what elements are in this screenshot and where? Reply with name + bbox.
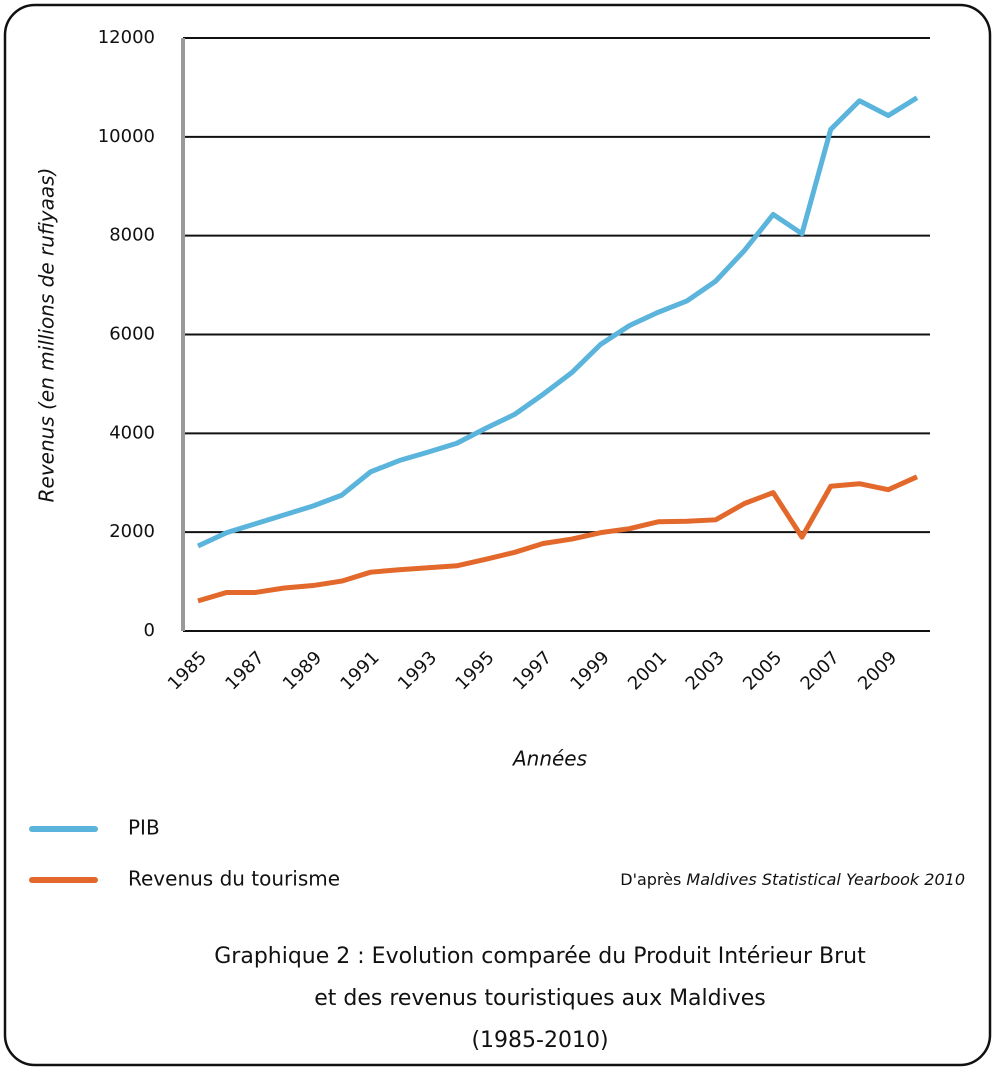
y-tick-label: 12000 [98, 27, 155, 48]
y-axis-label: Revenus (en millions de rufiyaas) [35, 168, 59, 503]
frame [3, 3, 992, 1067]
y-tick-label: 8000 [109, 225, 155, 246]
y-tick-label: 0 [144, 620, 155, 641]
caption: Graphique 2 : Evolution comparée du Prod… [214, 944, 866, 969]
legend-label: Revenus du tourisme [128, 867, 340, 891]
y-tick-label: 10000 [98, 126, 155, 147]
legend-label: PIB [128, 816, 160, 840]
caption: et des revenus touristiques aux Maldives [314, 986, 766, 1011]
source-title: Maldives Statistical Yearbook 2010 [686, 870, 965, 889]
source: D'après Maldives Statistical Yearbook 20… [620, 870, 965, 889]
y-tick-label: 6000 [109, 324, 155, 345]
line-series [197, 474, 919, 604]
y-tick-label: 2000 [109, 521, 155, 542]
y-tick-label: 4000 [109, 422, 155, 443]
line-series [196, 95, 919, 549]
x-axis-label: Années [511, 747, 587, 771]
caption: (1985-2010) [471, 1028, 608, 1053]
source-prefix: D'après [620, 870, 686, 889]
